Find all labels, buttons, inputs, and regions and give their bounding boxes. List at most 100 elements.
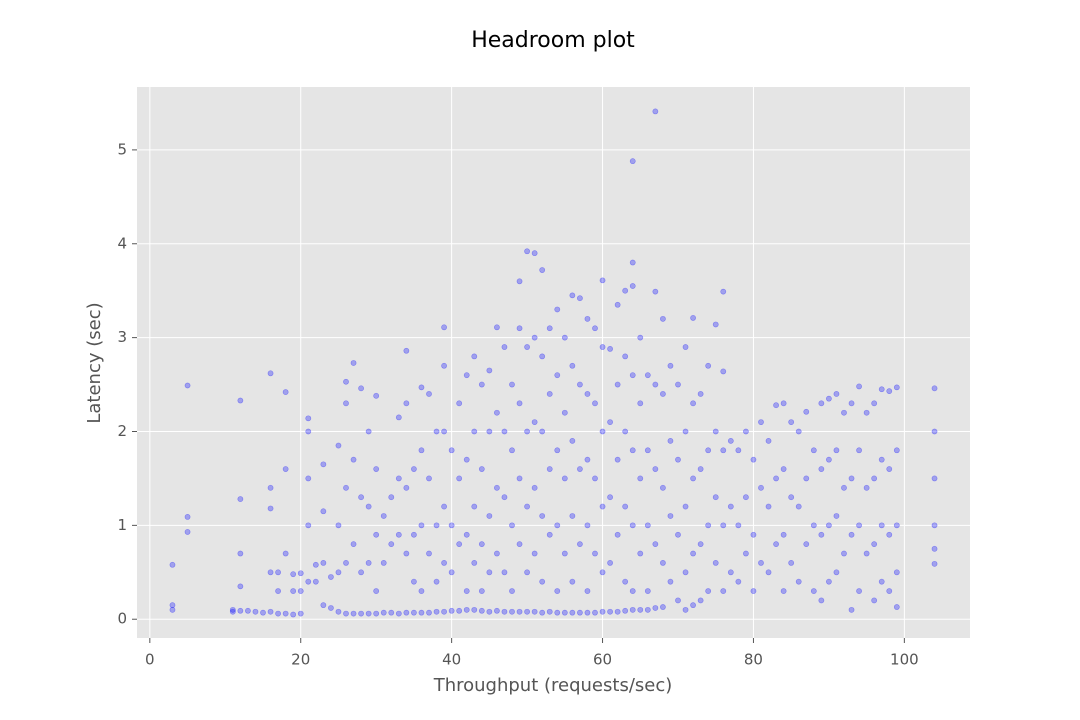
point: [607, 345, 613, 352]
point: [426, 609, 432, 616]
point: [780, 466, 787, 472]
point: [343, 610, 349, 617]
point: [682, 569, 689, 576]
point: [365, 428, 372, 435]
point: [705, 522, 712, 529]
point: [441, 560, 447, 566]
point: [863, 484, 870, 491]
point: [592, 475, 598, 482]
point: [486, 608, 493, 615]
point: [267, 505, 274, 512]
point: [395, 475, 402, 482]
point: [592, 400, 598, 407]
point: [750, 456, 757, 463]
y-tick-label: 4: [117, 234, 127, 252]
point: [539, 609, 546, 616]
point: [358, 569, 364, 576]
point: [795, 428, 802, 435]
point: [448, 569, 455, 576]
point: [826, 578, 832, 585]
point: [418, 588, 425, 594]
point: [426, 391, 432, 397]
point: [667, 437, 674, 444]
point: [758, 484, 764, 491]
point: [463, 456, 470, 463]
point: [539, 428, 546, 435]
y-tick-label: 1: [117, 516, 127, 534]
point: [478, 607, 485, 614]
point: [561, 609, 568, 616]
point: [848, 400, 855, 407]
point: [531, 484, 538, 491]
point: [660, 391, 666, 397]
point: [388, 494, 395, 501]
point: [871, 541, 878, 548]
point: [878, 578, 885, 585]
point: [818, 466, 825, 472]
point: [727, 569, 734, 576]
point: [871, 475, 878, 482]
point: [282, 550, 289, 557]
point: [237, 607, 244, 614]
point: [614, 608, 621, 615]
point: [328, 574, 334, 580]
point: [584, 522, 591, 529]
point: [622, 607, 629, 614]
point: [275, 569, 281, 576]
point: [856, 522, 862, 529]
point: [622, 503, 629, 510]
point: [720, 522, 727, 529]
point: [743, 550, 749, 557]
point: [592, 325, 598, 332]
point: [599, 608, 606, 615]
point: [494, 607, 500, 614]
point: [441, 428, 447, 435]
point: [629, 588, 636, 594]
point: [335, 442, 342, 449]
points: [169, 108, 938, 618]
point: [524, 248, 530, 255]
point: [720, 368, 727, 375]
point: [569, 292, 576, 299]
point: [546, 325, 553, 332]
point: [237, 583, 244, 590]
point: [629, 606, 636, 613]
point: [494, 484, 500, 491]
point: [720, 288, 727, 295]
point: [282, 610, 289, 617]
point: [441, 324, 447, 331]
point: [554, 609, 561, 616]
point: [554, 447, 561, 454]
plot-area: [137, 87, 970, 638]
point: [441, 608, 447, 615]
point: [833, 569, 840, 576]
point: [531, 250, 538, 257]
point: [501, 428, 508, 435]
point: [320, 560, 327, 566]
point: [524, 344, 530, 350]
point: [931, 385, 938, 392]
point: [931, 475, 938, 482]
point: [320, 461, 327, 468]
point: [697, 597, 704, 604]
point: [690, 400, 696, 407]
point: [403, 484, 410, 491]
point: [848, 475, 855, 482]
point: [290, 571, 297, 578]
point: [675, 597, 681, 604]
point: [826, 522, 832, 529]
point: [456, 400, 463, 407]
point: [546, 466, 553, 472]
point: [856, 383, 862, 390]
point: [380, 560, 387, 566]
point: [395, 414, 402, 421]
point: [267, 370, 274, 377]
point: [531, 550, 538, 557]
point: [403, 550, 410, 557]
point: [871, 400, 878, 407]
point: [169, 561, 176, 568]
point: [614, 456, 621, 463]
point: [229, 608, 236, 615]
point: [773, 475, 779, 482]
point: [660, 484, 666, 491]
